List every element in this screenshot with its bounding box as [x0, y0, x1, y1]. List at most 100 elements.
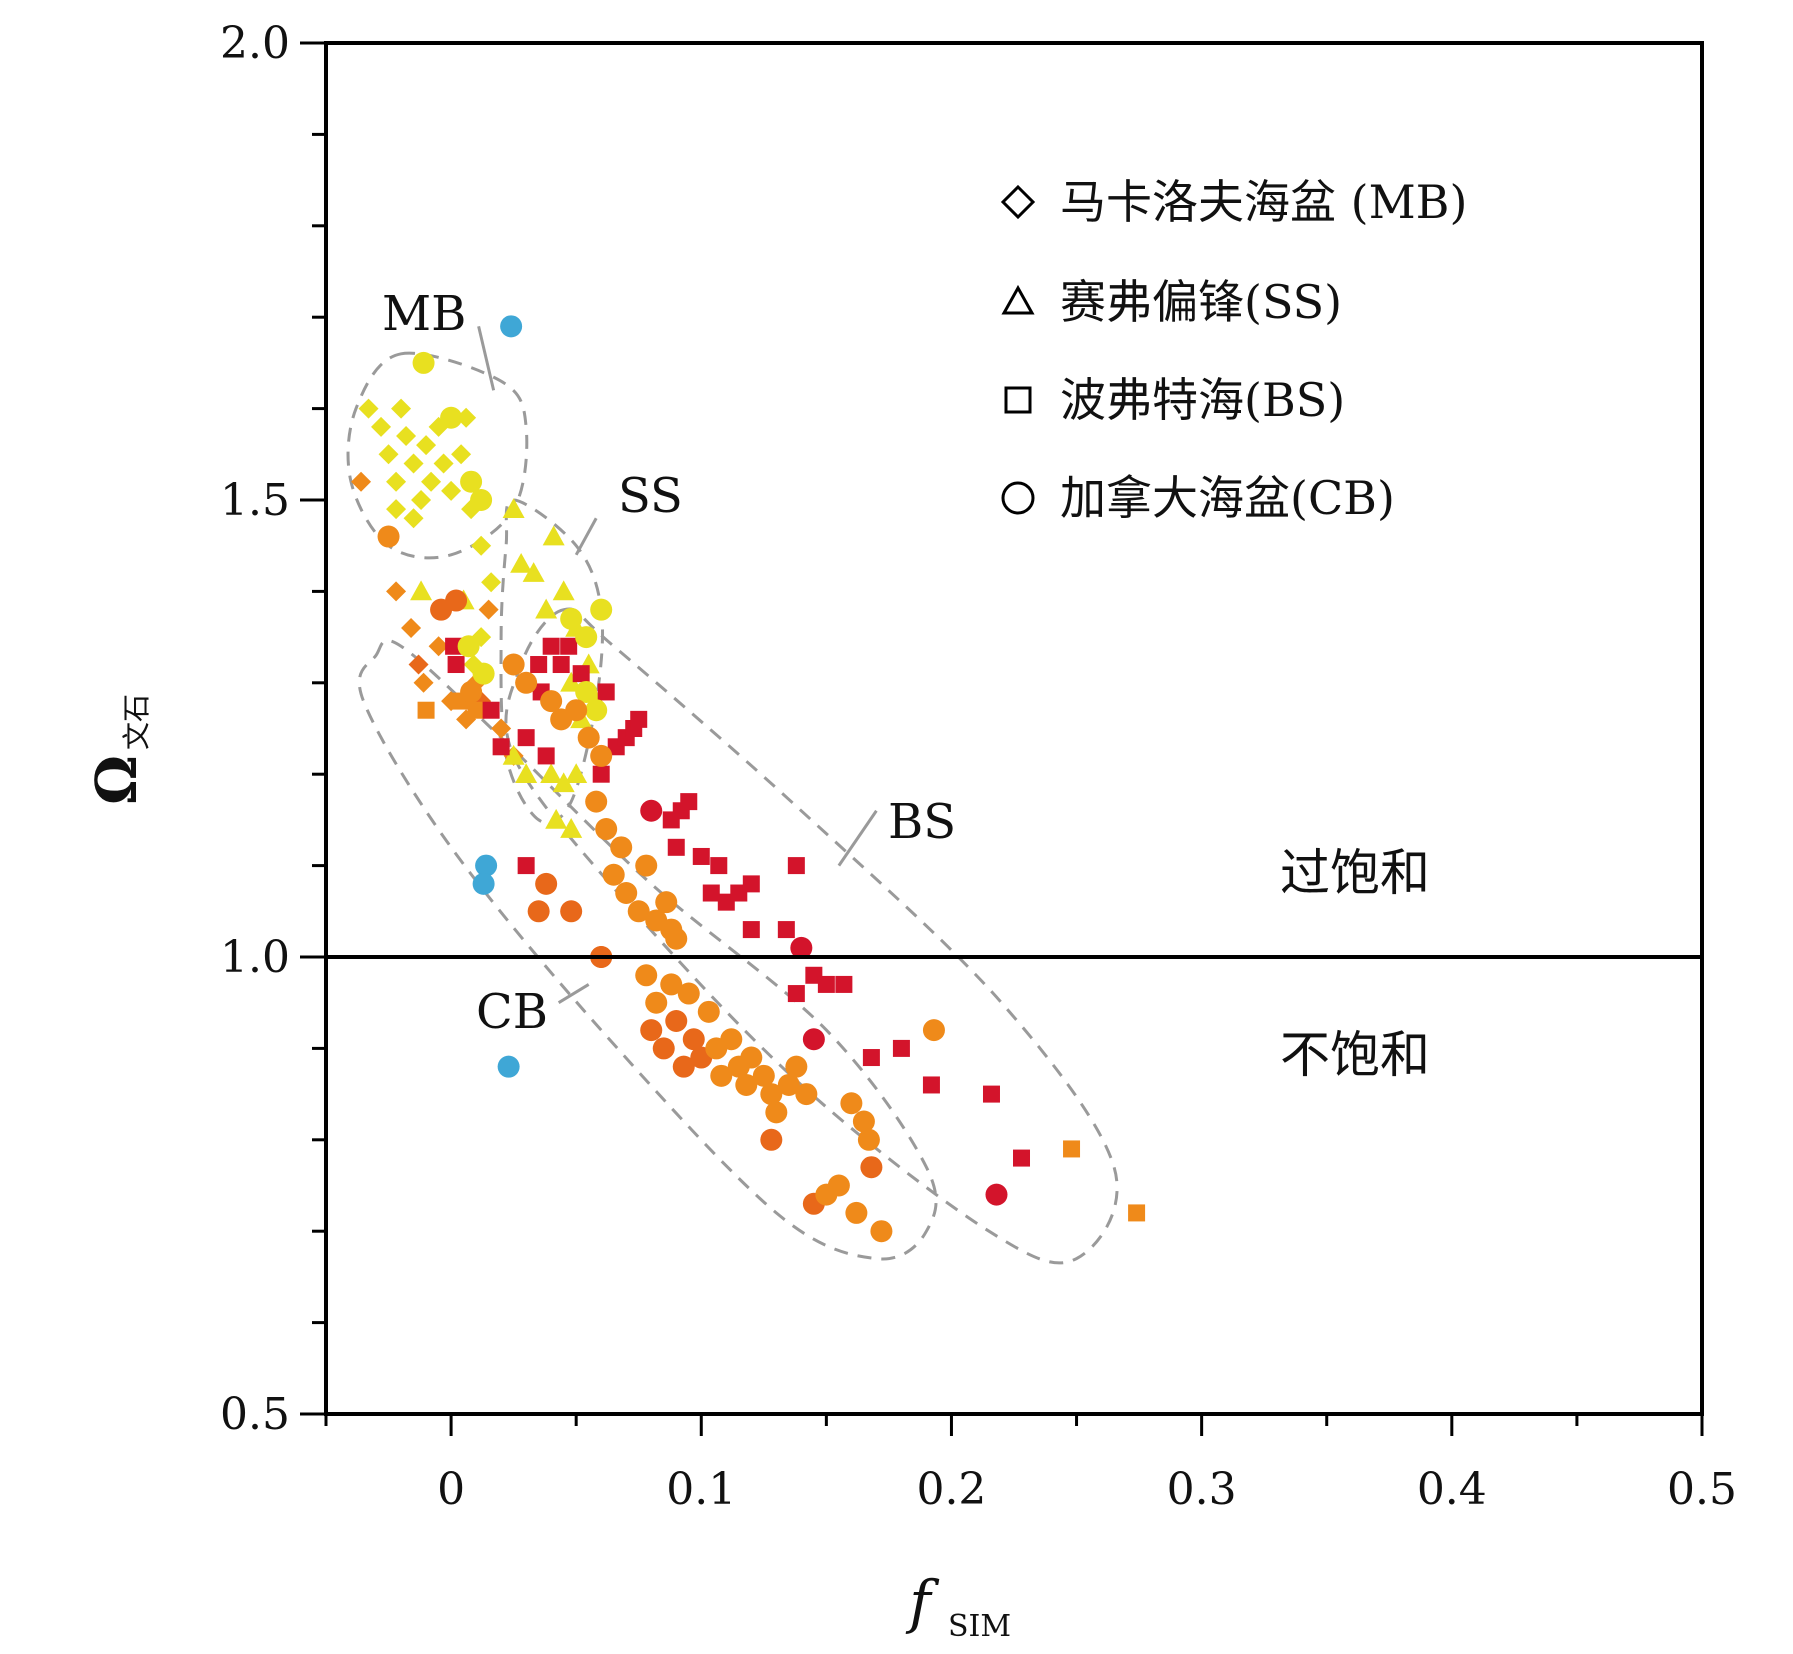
cb-point — [590, 744, 613, 767]
undersaturated-label: 不饱和 — [1280, 1026, 1430, 1084]
bs-point — [517, 857, 535, 875]
mb-point — [433, 453, 454, 474]
legend-diamond-icon — [1000, 184, 1036, 220]
cb-point — [682, 1028, 705, 1051]
cb-point — [760, 1083, 783, 1106]
cb-point — [540, 690, 563, 713]
cb-point — [595, 818, 618, 841]
cb-point — [710, 1064, 733, 1087]
legend-square-icon — [1004, 386, 1032, 414]
mb-point — [386, 471, 407, 492]
bs-point — [1128, 1204, 1146, 1222]
mb-point — [413, 672, 434, 693]
plot-frame — [324, 41, 1704, 1416]
cb-point — [377, 525, 400, 548]
cb-point — [610, 836, 633, 859]
cb-point — [752, 1064, 775, 1087]
bs-point — [742, 875, 760, 893]
cb-point — [677, 982, 700, 1005]
bs-point — [787, 985, 805, 1003]
mb-point — [371, 416, 392, 437]
cb-point — [412, 351, 435, 374]
cb-point — [802, 1028, 825, 1051]
cb-point — [697, 1000, 720, 1023]
bs-point — [817, 975, 835, 993]
mb-point — [411, 490, 432, 510]
bs-point — [572, 665, 590, 683]
bs-point — [892, 1039, 910, 1057]
bs-point — [692, 847, 710, 865]
cb-point — [672, 1055, 695, 1078]
cb-point — [665, 927, 688, 950]
mb-point — [351, 471, 372, 492]
bs-point — [552, 656, 570, 674]
y-tick-label: 2.0 — [220, 18, 290, 69]
cb-point — [535, 872, 558, 895]
bs-point — [630, 710, 648, 728]
x-tick-label: 0 — [437, 1464, 465, 1515]
cb-point — [575, 680, 598, 703]
bs-point — [835, 975, 853, 993]
mb-point — [478, 599, 499, 620]
bs-point — [537, 747, 555, 765]
ss-point — [542, 525, 565, 546]
cb-point — [472, 662, 495, 685]
cb-point — [857, 1128, 880, 1151]
legend-circle-icon — [1001, 481, 1035, 515]
mb-leader — [477, 325, 496, 391]
bs-point — [417, 701, 435, 719]
mb-point — [403, 453, 424, 474]
mb-point — [391, 398, 412, 419]
cb-point — [615, 882, 638, 905]
bs-point — [592, 765, 610, 783]
mb-point — [396, 426, 417, 447]
cb-point — [640, 1019, 663, 1042]
mb-point — [401, 617, 422, 638]
bs-point — [982, 1085, 1000, 1103]
cb-point — [845, 1201, 868, 1224]
cb-point — [472, 872, 495, 895]
cb-point — [470, 489, 493, 511]
cb-point — [585, 790, 608, 813]
bs-point — [777, 921, 795, 939]
ss-point — [552, 580, 575, 601]
y-axis-label-subscript: 文石 — [120, 694, 153, 750]
x-tick-label: 0.4 — [1417, 1464, 1487, 1515]
cb-point — [985, 1183, 1008, 1206]
y-tick-label: 1.0 — [220, 932, 290, 983]
ss-point — [565, 763, 588, 783]
y-axis-label: Ω — [84, 755, 150, 805]
cb-point — [795, 1083, 818, 1106]
cb-outline — [357, 639, 938, 1261]
cb-point — [720, 1028, 743, 1051]
ss-point — [545, 808, 568, 829]
bs-point — [482, 701, 500, 719]
bs-point — [445, 637, 463, 655]
bs-point — [560, 637, 578, 655]
legend-label: 加拿大海盆(CB) — [1060, 471, 1395, 525]
cb-point — [652, 1037, 675, 1060]
mb-point — [471, 535, 492, 556]
cb-point — [497, 1055, 520, 1078]
x-axis-label-subscript: SIM — [948, 1609, 1011, 1644]
bs-point — [467, 701, 485, 719]
x-tick-label: 0.5 — [1667, 1464, 1737, 1515]
cb-point — [585, 699, 608, 722]
cb-point — [740, 1046, 763, 1069]
cb-point — [475, 854, 498, 877]
cb-point — [827, 1174, 850, 1197]
bs-point — [1013, 1149, 1031, 1167]
cb-point — [460, 680, 483, 703]
ss-point — [502, 498, 525, 518]
cb-point — [790, 936, 813, 959]
cb-point — [655, 891, 678, 914]
ss-point — [560, 818, 583, 838]
y-tick-label: 0.5 — [220, 1389, 290, 1440]
cb-point — [430, 598, 453, 621]
bs-point — [492, 738, 510, 756]
bs-point — [517, 729, 535, 747]
cb-point — [852, 1110, 875, 1133]
cb-point — [565, 699, 588, 722]
